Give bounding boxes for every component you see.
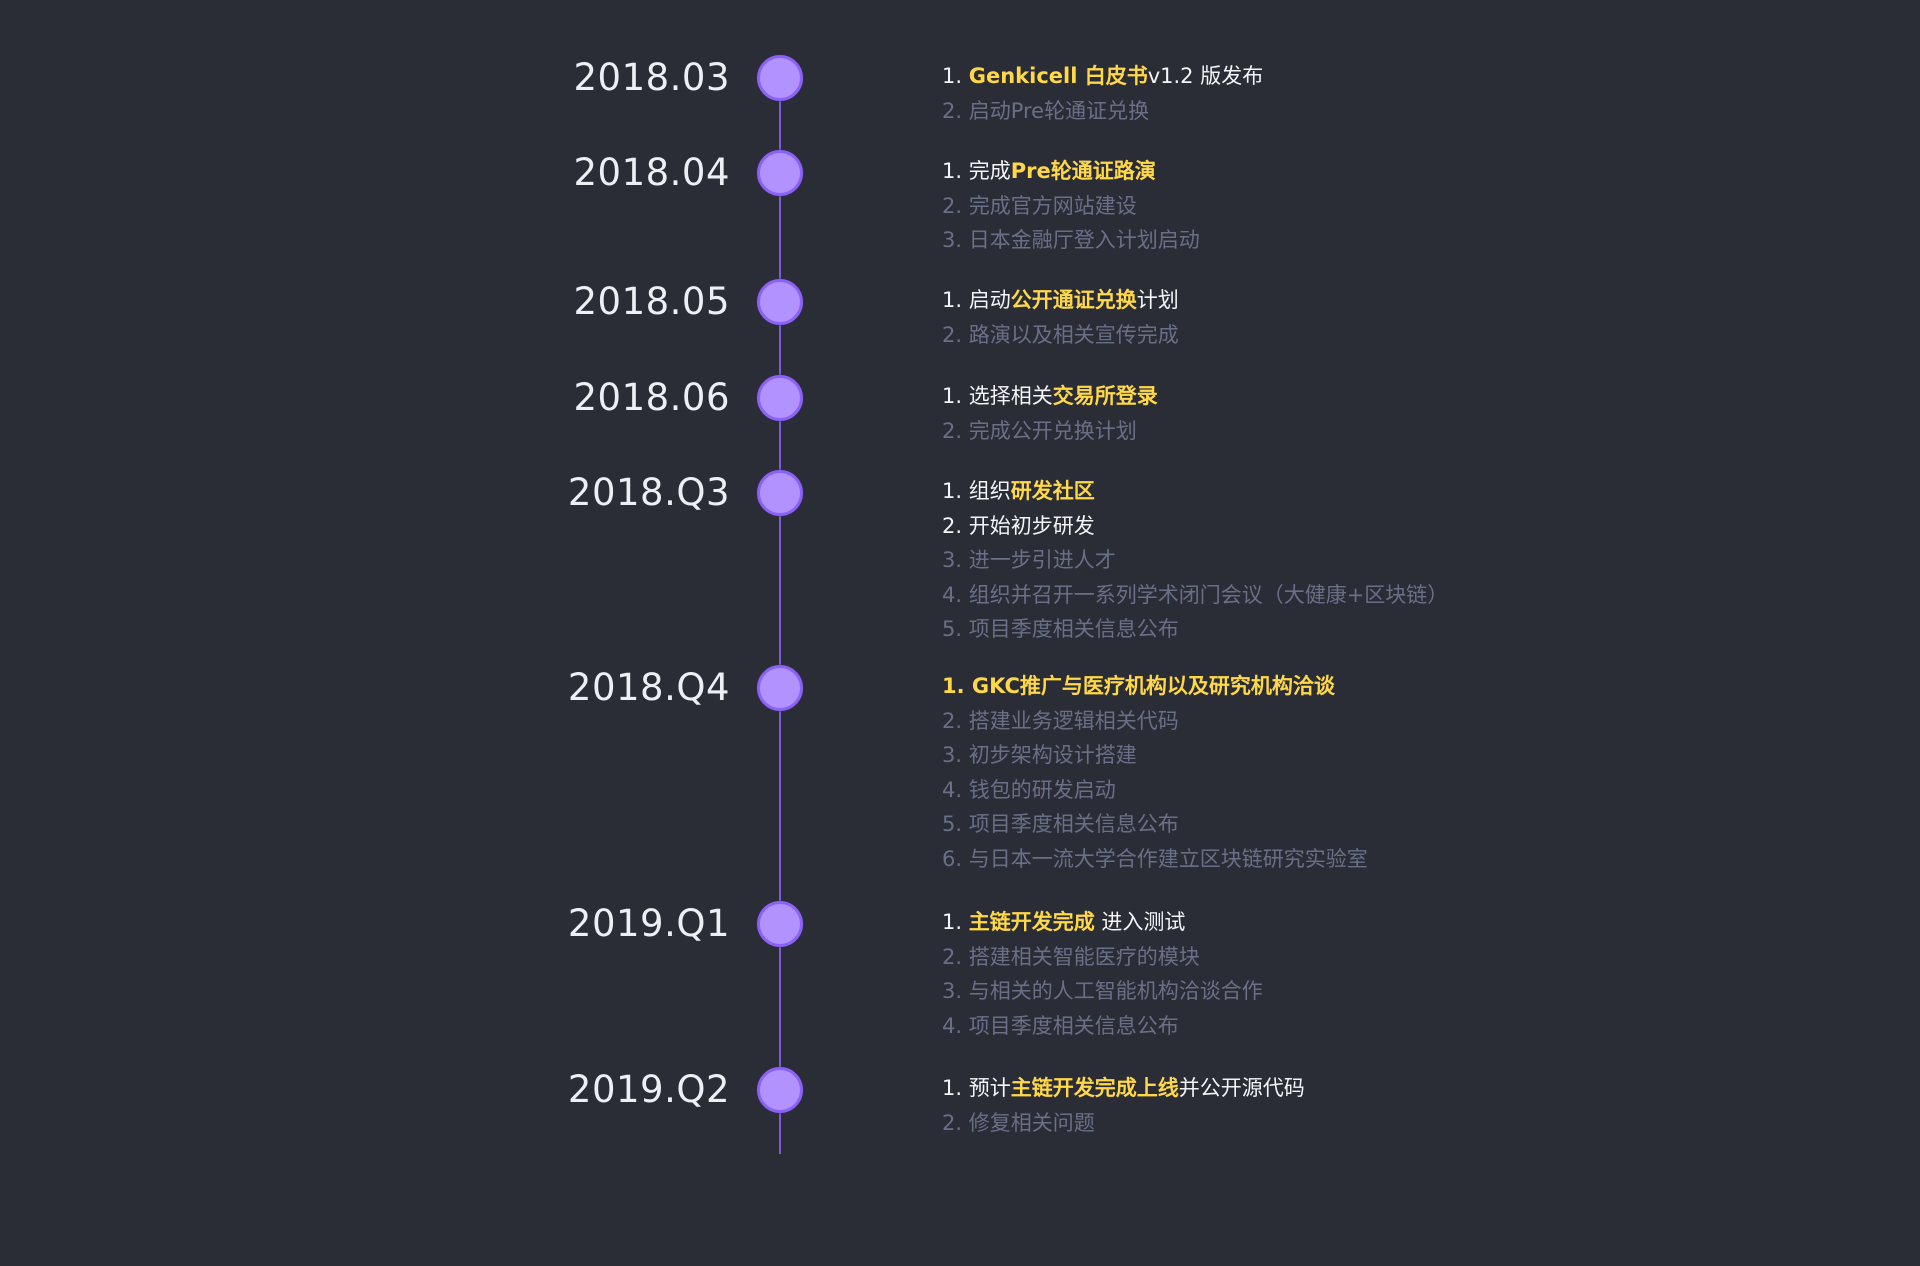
timeline-line bbox=[779, 78, 781, 1154]
milestone-item: 4. 项目季度相关信息公布 bbox=[942, 1009, 1263, 1044]
milestone-item: 1. 主链开发完成 进入测试 bbox=[942, 905, 1263, 940]
milestone-items: 1. 完成Pre轮通证路演 2. 完成官方网站建设 3. 日本金融厅登入计划启动 bbox=[942, 154, 1200, 258]
milestone-items: 1. 组织研发社区 2. 开始初步研发 3. 进一步引进人才 4. 组织并召开一系列学… bbox=[942, 474, 1448, 647]
milestone-date: 2018.03 bbox=[573, 56, 730, 99]
item-text: 1. bbox=[942, 910, 969, 934]
highlight-text: 交易所登录 bbox=[1052, 384, 1158, 408]
milestone-item: 2. 路演以及相关宣传完成 bbox=[942, 318, 1179, 353]
milestone-items: 1. 预计主链开发完成上线并公开源代码 2. 修复相关问题 bbox=[942, 1071, 1305, 1140]
milestone-date: 2018.04 bbox=[573, 151, 730, 194]
highlight-text: Pre轮通证路演 bbox=[1010, 159, 1156, 183]
milestone-date: 2018.Q4 bbox=[567, 666, 730, 709]
milestone-item: 3. 进一步引进人才 bbox=[942, 543, 1448, 578]
item-text: 3. 进一步引进人才 bbox=[942, 548, 1116, 572]
milestone-item: 5. 项目季度相关信息公布 bbox=[942, 807, 1368, 842]
item-text: 2. 路演以及相关宣传完成 bbox=[942, 322, 1179, 347]
item-text: 1. bbox=[942, 64, 969, 88]
milestone-item: 2. 搭建相关智能医疗的模块 bbox=[942, 940, 1263, 975]
item-text: 1. 启动 bbox=[942, 288, 1011, 312]
item-text: 2. 搭建业务逻辑相关代码 bbox=[942, 708, 1179, 733]
milestone-item: 2. 完成公开兑换计划 bbox=[942, 414, 1158, 449]
milestone-item: 6. 与日本一流大学合作建立区块链研究实验室 bbox=[942, 842, 1368, 877]
milestone-item: 1. 启动公开通证兑换计划 bbox=[942, 283, 1179, 318]
milestone-items: 1. 启动公开通证兑换计划 2. 路演以及相关宣传完成 bbox=[942, 283, 1179, 352]
milestone-item: 3. 初步架构设计搭建 bbox=[942, 738, 1368, 773]
timeline-node bbox=[757, 665, 803, 711]
milestone-item: 2. 搭建业务逻辑相关代码 bbox=[942, 704, 1368, 739]
item-text: 4. 组织并召开一系列学术闭门会议（大健康+区块链） bbox=[942, 582, 1449, 607]
item-text: 3. 初步架构设计搭建 bbox=[942, 743, 1137, 767]
item-text: 4. 钱包的研发启动 bbox=[942, 777, 1116, 802]
milestone-item: 2. 完成官方网站建设 bbox=[942, 189, 1200, 224]
milestone-item: 4. 组织并召开一系列学术闭门会议（大健康+区块链） bbox=[942, 578, 1448, 613]
item-text: v1.2 版发布 bbox=[1147, 64, 1264, 88]
milestone-date: 2019.Q2 bbox=[567, 1068, 730, 1111]
highlight-text: 公开通证兑换 bbox=[1010, 288, 1137, 312]
item-text: 3. 与相关的人工智能机构洽谈合作 bbox=[942, 979, 1263, 1003]
item-text: 1. 预计 bbox=[942, 1076, 1011, 1100]
item-text: 2. 启动Pre轮通证兑换 bbox=[942, 98, 1150, 123]
milestone-item: 1. 预计主链开发完成上线并公开源代码 bbox=[942, 1071, 1305, 1106]
item-text: 4. 项目季度相关信息公布 bbox=[942, 1013, 1179, 1038]
milestone-item: 3. 与相关的人工智能机构洽谈合作 bbox=[942, 974, 1263, 1009]
timeline-node bbox=[757, 470, 803, 516]
item-text: 5. 项目季度相关信息公布 bbox=[942, 812, 1179, 836]
milestone-item: 4. 钱包的研发启动 bbox=[942, 773, 1368, 808]
timeline-node bbox=[757, 55, 803, 101]
milestone-item: 1. 完成Pre轮通证路演 bbox=[942, 154, 1200, 189]
milestone-items: 1. Genkicell 白皮书v1.2 版发布 2. 启动Pre轮通证兑换 bbox=[942, 59, 1263, 128]
item-text: 1. 组织 bbox=[942, 479, 1011, 503]
milestone-items: 1. GKC推广与医疗机构以及研究机构洽谈 2. 搭建业务逻辑相关代码 3. 初步架… bbox=[942, 669, 1368, 876]
item-text: 6. 与日本一流大学合作建立区块链研究实验室 bbox=[942, 846, 1368, 871]
item-text: 3. 日本金融厅登入计划启动 bbox=[942, 228, 1200, 252]
milestone-item: 1. GKC推广与医疗机构以及研究机构洽谈 bbox=[942, 669, 1368, 704]
item-text: 2. 修复相关问题 bbox=[942, 1110, 1095, 1135]
milestone-item: 5. 项目季度相关信息公布 bbox=[942, 612, 1448, 647]
timeline-node bbox=[757, 150, 803, 196]
milestone-item: 2. 修复相关问题 bbox=[942, 1106, 1305, 1141]
item-text: 5. 项目季度相关信息公布 bbox=[942, 617, 1179, 641]
milestone-date: 2018.06 bbox=[573, 376, 730, 419]
milestone-item: 1. Genkicell 白皮书v1.2 版发布 bbox=[942, 59, 1263, 94]
milestone-item: 3. 日本金融厅登入计划启动 bbox=[942, 223, 1200, 258]
highlight-text: 主链开发完成 bbox=[968, 910, 1095, 934]
item-text: 1. 完成 bbox=[942, 159, 1011, 183]
item-text: 2. 开始初步研发 bbox=[942, 513, 1095, 538]
item-text: 计划 bbox=[1136, 288, 1179, 312]
highlight-text: 主链开发完成上线 bbox=[1010, 1076, 1179, 1100]
highlight-text: Genkicell 白皮书 bbox=[968, 64, 1148, 88]
milestone-date: 2018.05 bbox=[573, 280, 730, 323]
item-text: 1. 选择相关 bbox=[942, 384, 1053, 408]
milestone-item: 1. 组织研发社区 bbox=[942, 474, 1448, 509]
item-text: 2. 搭建相关智能医疗的模块 bbox=[942, 944, 1200, 969]
item-text: 2. 完成官方网站建设 bbox=[942, 193, 1137, 218]
milestone-date: 2019.Q1 bbox=[567, 902, 730, 945]
timeline-node bbox=[757, 279, 803, 325]
item-text: 1. GKC推广与医疗机构以及研究机构洽谈 bbox=[942, 674, 1335, 698]
timeline-node bbox=[757, 375, 803, 421]
milestone-date: 2018.Q3 bbox=[567, 471, 730, 514]
timeline-node bbox=[757, 1067, 803, 1113]
milestone-item: 1. 选择相关交易所登录 bbox=[942, 379, 1158, 414]
milestone-item: 2. 启动Pre轮通证兑换 bbox=[942, 94, 1263, 129]
item-text: 进入测试 bbox=[1094, 910, 1186, 934]
milestone-items: 1. 选择相关交易所登录 2. 完成公开兑换计划 bbox=[942, 379, 1158, 448]
highlight-text: 研发社区 bbox=[1010, 479, 1095, 503]
milestone-items: 1. 主链开发完成 进入测试 2. 搭建相关智能医疗的模块 3. 与相关的人工智能机… bbox=[942, 905, 1263, 1043]
item-text: 2. 完成公开兑换计划 bbox=[942, 418, 1137, 443]
item-text: 并公开源代码 bbox=[1178, 1076, 1305, 1100]
timeline-node bbox=[757, 901, 803, 947]
milestone-item: 2. 开始初步研发 bbox=[942, 509, 1448, 544]
